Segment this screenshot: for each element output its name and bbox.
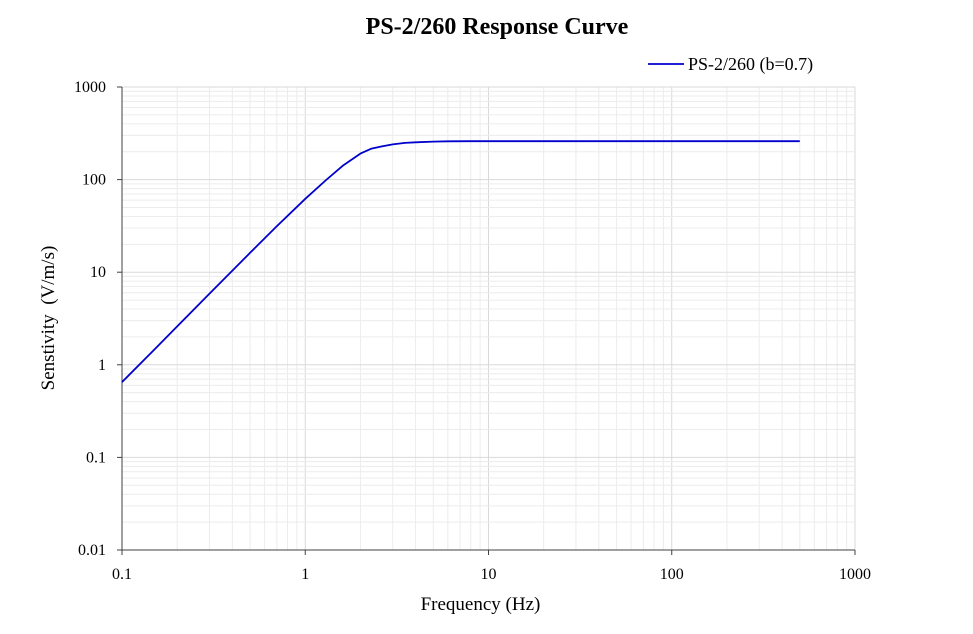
y-tick-label: 1000 (74, 79, 106, 96)
series-line (121, 140, 800, 383)
chart-title: PS-2/260 Response Curve (366, 14, 629, 40)
y-axis-label: Senstivity (V/m/s) (38, 246, 59, 391)
x-tick-label: 100 (660, 566, 684, 583)
x-tick-label: 0.1 (112, 566, 132, 583)
y-tick-label: 10 (90, 264, 106, 281)
x-tick-label: 1 (301, 566, 309, 583)
y-tick-label: 0.01 (78, 542, 106, 559)
x-axis-label: Frequency (Hz) (421, 594, 541, 615)
x-tick-label: 10 (481, 566, 497, 583)
y-tick-label: 100 (82, 172, 106, 189)
y-tick-label: 0.1 (86, 449, 106, 466)
legend-label: PS-2/260 (b=0.7) (688, 54, 813, 75)
y-tick-label: 1 (98, 357, 106, 374)
x-tick-label: 1000 (839, 566, 871, 583)
